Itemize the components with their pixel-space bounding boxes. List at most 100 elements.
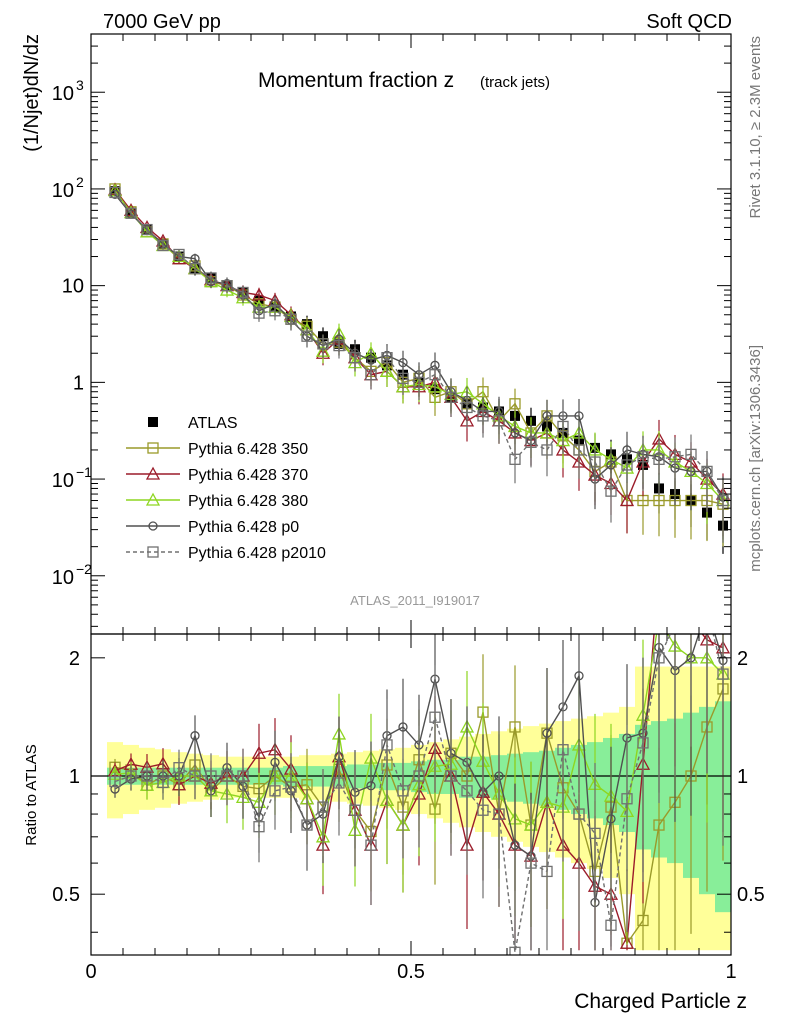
x-tick-label: 1 (725, 961, 736, 983)
series-pythia-6-428-p2010-ratio-point (493, 808, 505, 820)
series-pythia-6-428-p2010-ratio-point (253, 821, 265, 833)
series-pythia-6-428-p2010-point (141, 223, 153, 236)
ratio-tick-label-right: 1 (737, 766, 748, 788)
series-pythia-6-428-p2010-ratio-point (125, 770, 137, 782)
series-pythia-6-428-p2010-ratio-point (573, 808, 585, 820)
y-tick-label: 10 2 (52, 174, 84, 202)
series-pythia-6-428-380-point (219, 282, 235, 296)
legend-entry: Pythia 6.428 380 (126, 492, 308, 510)
series-pythia-6-428-p2010-point (461, 401, 473, 414)
series-pythia-6-428-350-ratio-point (509, 721, 521, 733)
series-pythia-6-428-p2010-ratio-point (269, 785, 281, 797)
series-pythia-6-428-p2010-ratio-point (509, 946, 521, 955)
series-pythia-6-428-p0-ratio-point (606, 814, 616, 824)
series-pythia-6-428-p2010-point (189, 262, 201, 275)
series-pythia-6-428-p2010-point (653, 453, 665, 465)
series-pythia-6-428-p2010-point (429, 369, 441, 381)
series-pythia-6-428-p2010-ratio-point (141, 770, 153, 782)
y-tick-label-base: 10 (62, 276, 84, 298)
legend-marker (147, 442, 159, 454)
rivet-label: Rivet 3.1.10, ≥ 2.3M events (747, 36, 764, 219)
series-pythia-6-428-380-ratio-point (653, 614, 665, 625)
series-pythia-6-428-p2010-point (157, 239, 169, 252)
y-tick-label-exp: 3 (76, 77, 84, 93)
chart-title: Momentum fraction z (258, 69, 454, 92)
series-pythia-6-428-p2010-point (301, 330, 313, 342)
series-pythia-6-428-p2010-point (173, 248, 185, 261)
series-pythia-6-428-p2010-point (365, 369, 377, 381)
series-pythia-6-428-p2010-ratio-point (637, 737, 649, 749)
y-tick-label: 10 −1 (52, 464, 92, 492)
series-pythia-6-428-370-ratio-point (619, 935, 635, 949)
series-pythia-6-428-p2010-point (221, 279, 233, 292)
ratio-tick-label-left: 1 (69, 766, 80, 788)
series-pythia-6-428-p2010-point (541, 444, 553, 456)
legend-marker (148, 521, 158, 531)
series-pythia-6-428-p2010-ratio-point (653, 652, 665, 664)
series-pythia-6-428-p2010-ratio-point (381, 739, 393, 751)
series-pythia-6-428-p2010-ratio-point (157, 776, 169, 789)
series-pythia-6-428-p0-point (606, 460, 616, 470)
legend-marker (148, 417, 158, 427)
series-pythia-6-428-370-ratio-point (251, 745, 267, 759)
main-frame (90, 33, 732, 635)
series-pythia-6-428-350-point (653, 494, 665, 507)
series-pythia-6-428-p2010-ratio-point (541, 865, 553, 878)
legend-label: Pythia 6.428 370 (188, 467, 308, 484)
ratio-y-axis-label: Ratio to ATLAS (23, 744, 40, 845)
series-pythia-6-428-p2010-point (605, 485, 617, 497)
series-pythia-6-428-380-point (379, 363, 395, 377)
y-tick-label-base: 10 (52, 567, 74, 589)
series-pythia-6-428-p0-point (110, 189, 120, 199)
series-pythia-6-428-p0-point (574, 411, 584, 421)
y-tick-label-base: 10 (52, 180, 74, 202)
y-tick-label: 10 (62, 276, 84, 298)
series-pythia-6-428-p2010-point (397, 372, 409, 385)
legend-label: Pythia 6.428 p2010 (188, 545, 326, 562)
series-pythia-6-428-p2010-point (125, 207, 137, 219)
series-pythia-6-428-p2010-ratio-point (365, 839, 377, 851)
series-pythia-6-428-p2010-point (109, 186, 121, 199)
series-pythia-6-428-p2010-ratio-point (237, 770, 249, 782)
series-pythia-6-428-p2010-ratio-point (717, 668, 729, 680)
header-left: 7000 GeV pp (103, 11, 221, 33)
series-pythia-6-428-p2010-ratio-point (397, 785, 409, 797)
series-pythia-6-428-p0-ratio-point (366, 781, 376, 791)
series-pythia-6-428-p2010-ratio-point (589, 827, 601, 840)
legend-marker (147, 546, 159, 558)
series-pythia-6-428-p2010-point (253, 307, 265, 319)
series-pythia-6-428-p2010-ratio-point (702, 604, 712, 614)
legend-label: Pythia 6.428 p0 (188, 519, 299, 536)
series-pythia-6-428-p0-ratio-point (542, 728, 552, 738)
y-tick-label-exp: −2 (76, 561, 92, 577)
series-pythia-6-428-p2010-ratio-point (317, 801, 329, 813)
series-pythia-6-428-p2010-ratio-point (221, 770, 233, 782)
series-pythia-6-428-p2010-ratio-point (109, 775, 121, 788)
ratio-tick-label-right: 0.5 (737, 884, 765, 906)
analysis-id: ATLAS_2011_I919017 (350, 593, 480, 608)
x-tick-label: 0.5 (397, 961, 425, 983)
series-pythia-6-428-p2010-point (621, 459, 633, 471)
legend-entry: Pythia 6.428 370 (126, 466, 308, 484)
y-tick-label: 1 (73, 372, 84, 394)
series-pythia-6-428-p2010-point (317, 338, 329, 350)
x-axis-label: Charged Particle z (574, 990, 747, 1013)
series-pythia-6-428-p2010-point (205, 272, 217, 284)
series-pythia-6-428-p2010-point (701, 465, 713, 478)
series-pythia-6-428-p0-ratio-point (190, 731, 200, 741)
series-pythia-6-428-p2010-ratio-point (461, 785, 473, 797)
series-pythia-6-428-p2010-point (413, 376, 425, 389)
series-pythia-6-428-350-ratio-point (637, 914, 649, 927)
y-tick-label-exp: −1 (76, 464, 92, 480)
x-tick-label: 0 (85, 961, 96, 983)
series-pythia-6-428-p2010-ratio-point (301, 819, 313, 831)
legend-entry: Pythia 6.428 p0 (126, 519, 299, 536)
series-pythia-6-428-p0-ratio-point (398, 722, 408, 732)
y-tick-label-base: 1 (73, 372, 84, 394)
series-pythia-6-428-p0-ratio-point (574, 671, 584, 681)
legend-label: Pythia 6.428 350 (188, 441, 308, 458)
legend-marker (145, 466, 161, 480)
series-pythia-6-428-p2010-point (509, 453, 521, 465)
series-pythia-6-428-p2010-ratio-point (477, 804, 489, 816)
series-pythia-6-428-p2010-point (669, 451, 681, 463)
